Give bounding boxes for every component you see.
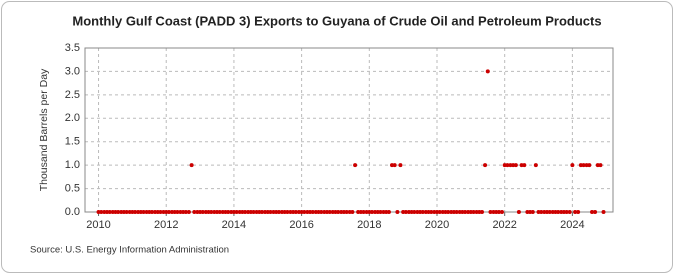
x-tick-label: 2012: [154, 219, 178, 231]
point: [336, 210, 341, 214]
point: [581, 163, 586, 168]
point: [124, 210, 129, 214]
point: [353, 163, 358, 168]
point: [420, 210, 425, 214]
x-tick-label: 2020: [425, 219, 449, 231]
point: [361, 210, 366, 214]
x-tick-label: 2018: [357, 219, 381, 231]
point: [141, 210, 146, 214]
point: [166, 210, 171, 214]
point: [446, 210, 451, 214]
y-tick-label: 3.0: [65, 65, 80, 77]
point: [319, 210, 324, 214]
point: [217, 210, 222, 214]
point: [598, 163, 603, 168]
x-tick-label: 2010: [86, 219, 110, 231]
point: [499, 210, 504, 214]
point: [533, 163, 538, 168]
point: [539, 210, 544, 214]
point: [251, 210, 256, 214]
point: [516, 210, 521, 214]
x-tick-label: 2014: [222, 219, 246, 231]
point: [133, 210, 138, 214]
point: [587, 163, 592, 168]
point: [522, 163, 527, 168]
point: [183, 210, 188, 214]
point: [454, 210, 459, 214]
y-tick-label: 2.0: [65, 112, 80, 124]
point: [564, 210, 569, 214]
y-tick-label: 0.0: [65, 206, 80, 218]
x-tick-label: 2022: [492, 219, 516, 231]
point: [276, 210, 281, 214]
point: [243, 210, 248, 214]
point: [310, 210, 315, 214]
point: [437, 210, 442, 214]
y-tick-label: 0.5: [65, 182, 80, 194]
point: [175, 210, 180, 214]
point: [234, 210, 239, 214]
point: [485, 69, 490, 74]
point: [573, 210, 578, 214]
y-tick-label: 1.5: [65, 136, 80, 148]
y-axis-label: Thousand Barrels per Day: [38, 68, 50, 191]
point: [471, 210, 476, 214]
x-tick-label: 2016: [289, 219, 313, 231]
point: [601, 210, 606, 214]
point: [99, 210, 104, 214]
point: [158, 210, 163, 214]
point: [480, 210, 485, 214]
point: [285, 210, 290, 214]
point: [350, 210, 355, 214]
y-tick-label: 1.0: [65, 159, 80, 171]
point: [483, 163, 488, 168]
point: [590, 210, 595, 214]
point: [567, 210, 572, 214]
point: [392, 163, 397, 168]
point: [150, 210, 155, 214]
point: [547, 210, 552, 214]
point: [226, 210, 231, 214]
point: [429, 210, 434, 214]
point: [576, 210, 581, 214]
point: [496, 210, 501, 214]
point: [530, 210, 535, 214]
point: [386, 210, 391, 214]
point: [260, 210, 265, 214]
y-tick-label: 3.5: [65, 42, 80, 54]
point: [268, 210, 273, 214]
point: [570, 163, 575, 168]
point: [398, 163, 403, 168]
point: [189, 163, 194, 168]
chart-title: Monthly Gulf Coast (PADD 3) Exports to G…: [72, 13, 601, 28]
point: [186, 210, 191, 214]
point: [344, 210, 349, 214]
point: [116, 210, 121, 214]
x-tick-label: 2024: [560, 219, 584, 231]
point: [463, 210, 468, 214]
point: [370, 210, 375, 214]
point: [395, 210, 400, 214]
point: [107, 210, 112, 214]
point: [412, 210, 417, 214]
source: Source: U.S. Energy Information Administ…: [30, 245, 229, 256]
point: [488, 210, 493, 214]
y-tick-label: 2.5: [65, 89, 80, 101]
point: [513, 163, 518, 168]
point: [293, 210, 298, 214]
point: [192, 210, 197, 214]
point: [327, 210, 332, 214]
point: [556, 210, 561, 214]
point: [209, 210, 214, 214]
point: [403, 210, 408, 214]
point: [593, 210, 598, 214]
point: [200, 210, 205, 214]
point: [302, 210, 307, 214]
point: [505, 163, 510, 168]
point: [378, 210, 383, 214]
